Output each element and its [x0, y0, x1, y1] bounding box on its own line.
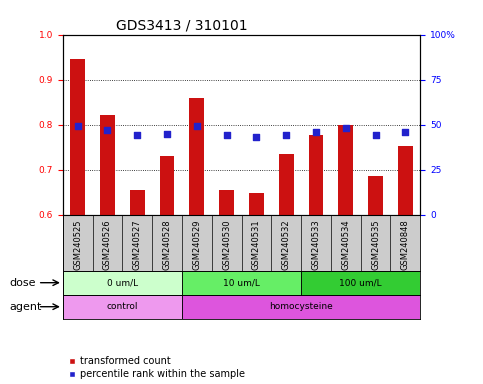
Bar [398, 146, 413, 215]
Text: GSM240535: GSM240535 [371, 219, 380, 270]
Text: GSM240848: GSM240848 [401, 219, 410, 270]
Bar [100, 115, 115, 215]
Bar [338, 125, 353, 215]
Point [401, 129, 409, 135]
Text: GSM240530: GSM240530 [222, 219, 231, 270]
Point [104, 127, 112, 133]
Point [223, 132, 230, 139]
Bar [301, 271, 420, 295]
Bar [182, 295, 420, 319]
Text: homocysteine: homocysteine [269, 302, 333, 311]
Point [312, 129, 320, 135]
Text: GSM240532: GSM240532 [282, 219, 291, 270]
Bar [130, 190, 145, 215]
Text: 0 um/L: 0 um/L [107, 278, 138, 287]
Text: GSM240525: GSM240525 [73, 219, 82, 270]
Text: GSM240527: GSM240527 [133, 219, 142, 270]
Legend: transformed count, percentile rank within the sample: transformed count, percentile rank withi… [68, 356, 245, 379]
Text: GDS3413 / 310101: GDS3413 / 310101 [116, 18, 248, 32]
Bar [309, 134, 324, 215]
Text: GSM240529: GSM240529 [192, 219, 201, 270]
Text: control: control [107, 302, 138, 311]
Text: agent: agent [10, 302, 42, 312]
Point [372, 132, 380, 139]
Point [282, 132, 290, 139]
Text: GSM240531: GSM240531 [252, 219, 261, 270]
Bar [63, 271, 182, 295]
Text: GSM240534: GSM240534 [341, 219, 350, 270]
Point [193, 123, 201, 129]
Bar [159, 156, 174, 215]
Bar [219, 190, 234, 215]
Bar [249, 193, 264, 215]
Bar [182, 271, 301, 295]
Text: GSM240533: GSM240533 [312, 219, 320, 270]
Point [163, 131, 171, 137]
Bar [189, 98, 204, 215]
Text: GSM240526: GSM240526 [103, 219, 112, 270]
Bar [279, 154, 294, 215]
Bar [368, 176, 383, 215]
Point [133, 132, 141, 139]
Point [253, 134, 260, 140]
Point [342, 125, 350, 131]
Text: GSM240528: GSM240528 [163, 219, 171, 270]
Bar [70, 59, 85, 215]
Text: dose: dose [10, 278, 36, 288]
Text: 100 um/L: 100 um/L [340, 278, 382, 287]
Bar [63, 295, 182, 319]
Text: 10 um/L: 10 um/L [223, 278, 260, 287]
Point [74, 123, 82, 129]
